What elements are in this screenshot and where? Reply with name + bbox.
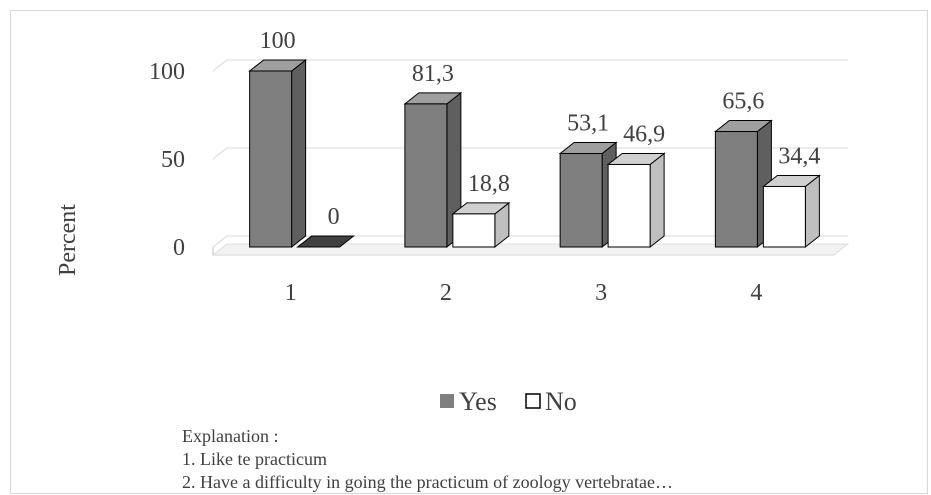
y-tick-label: 100 [149,59,185,85]
x-tick-label: 1 [285,280,297,306]
data-label-yes-2: 81,3 [412,61,454,87]
bar-yes-2 [403,91,463,249]
legend-label-no: No [545,387,577,416]
bar-front-face [249,70,293,248]
bar-no-1 [296,235,356,248]
legend-swatch-yes [440,394,454,408]
chart-data-labels: 100 0 81,3 18,8 53,1 46,9 65,6 34,4 [260,28,821,230]
x-tick-label: 2 [440,280,452,306]
chart-bars [248,58,821,249]
y-tick-label: 0 [173,235,185,261]
gridline-depth-100 [212,59,228,72]
explanation-header: Explanation : [182,426,279,446]
chart-floor [211,243,850,256]
x-axis-ticks: 1 2 3 4 [285,280,763,306]
bar-flat-face [296,235,356,248]
legend-label-yes: Yes [459,387,497,416]
bar-no-3 [606,152,666,249]
data-label-yes-4: 65,6 [722,89,764,115]
y-tick-label: 50 [161,147,185,173]
bar-front-face [607,163,651,248]
legend-swatch-no [525,393,541,409]
bar-front-face [559,153,603,248]
legend: Yes No [440,387,577,416]
bar-no-2 [451,201,511,249]
data-label-no-4: 34,4 [778,143,820,169]
data-label-yes-3: 53,1 [567,111,609,137]
gridline-depth-0 [212,235,228,248]
x-tick-label: 3 [595,280,607,306]
y-axis-ticks: 0 50 100 [149,59,185,261]
data-label-no-2: 18,8 [468,171,510,197]
explanation-item-1: 1. Like te practicum [182,449,327,469]
y-axis-label: Percent [55,204,81,276]
data-label-no-1: 0 [328,204,340,230]
bar-front-face [714,131,758,248]
bar-side-face [804,174,820,249]
bar-front-face [404,103,448,248]
bar-front-face [452,213,496,248]
bar-no-4 [761,174,821,249]
bar-yes-4 [713,119,773,249]
bar-side-face [649,152,665,249]
bar-yes-1 [248,58,308,249]
data-label-no-3: 46,9 [623,121,665,147]
data-label-yes-1: 100 [260,28,296,54]
x-tick-label: 4 [750,280,762,306]
explanation-item-2: 2. Have a difficulty in going the practi… [182,472,674,492]
bar-side-face [291,58,307,249]
bar-front-face [762,185,806,248]
gridline-depth-50 [212,147,228,160]
